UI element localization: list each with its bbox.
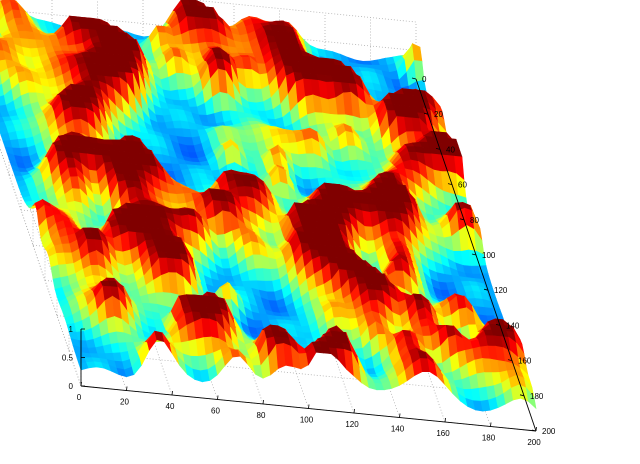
y-tick-label: 140: [506, 321, 520, 330]
grid-line: [189, 0, 417, 23]
y-tick-label: 80: [470, 216, 479, 225]
x-tick-mark: [444, 417, 446, 423]
y-tick-mark: [423, 112, 429, 115]
z-tick-label: 0.5: [62, 354, 74, 363]
x-tick-label: 120: [345, 420, 359, 429]
x-tick-label: 140: [391, 425, 405, 434]
x-tick-mark: [535, 426, 537, 432]
x-tick-label: 180: [482, 434, 496, 443]
y-tick-label: 200: [542, 427, 556, 436]
x-tick-label: 40: [166, 402, 175, 411]
y-tick-mark: [447, 183, 453, 185]
surface-patch: [491, 308, 503, 317]
x-tick-label: 100: [300, 416, 314, 425]
x-tick-label: 20: [120, 398, 129, 407]
x-tick-label: 200: [527, 438, 541, 447]
y-tick-mark: [411, 77, 417, 80]
y-tick-label: 180: [530, 392, 544, 401]
x-tick-mark: [80, 381, 82, 387]
y-tick-mark: [531, 429, 537, 432]
y-tick-mark: [435, 148, 441, 150]
z-tick-label: 1: [69, 325, 74, 334]
y-tick-mark: [495, 324, 501, 326]
surface-patch: [525, 386, 537, 410]
surface-mesh: [0, 0, 537, 412]
y-tick-label: 100: [482, 251, 496, 260]
x-tick-mark: [308, 404, 310, 409]
y-tick-label: 120: [494, 286, 508, 295]
y-tick-label: 20: [434, 110, 443, 119]
z-tick-labels: 00.51: [62, 325, 85, 391]
x-tick-mark: [217, 395, 219, 400]
y-tick-label: 0: [422, 75, 427, 84]
x-tick-label: 60: [211, 407, 220, 416]
y-tick-mark: [519, 394, 525, 397]
x-tick-mark: [262, 399, 264, 405]
x-tick-mark: [353, 408, 355, 414]
x-tick-mark: [126, 386, 128, 391]
y-tick-labels: 0 20 40 60 80 100 120 140 160 180 200: [411, 75, 556, 436]
x-tick-labels: 0 20 40 60 80 100 120 140 160 180 200: [77, 381, 541, 447]
x-tick-mark: [399, 413, 401, 418]
y-tick-mark: [471, 253, 477, 256]
y-tick-label: 160: [518, 357, 532, 366]
y-tick-label: 60: [458, 181, 467, 190]
x-tick-label: 0: [77, 393, 82, 402]
y-tick-mark: [483, 288, 489, 291]
y-tick-label: 40: [446, 145, 455, 154]
x-tick-mark: [490, 422, 492, 427]
y-tick-mark: [459, 218, 465, 221]
z-tick-label: 0: [69, 382, 74, 391]
x-tick-label: 160: [436, 429, 450, 438]
x-tick-label: 80: [257, 411, 266, 420]
x-tick-mark: [171, 390, 173, 396]
y-tick-mark: [507, 359, 513, 361]
